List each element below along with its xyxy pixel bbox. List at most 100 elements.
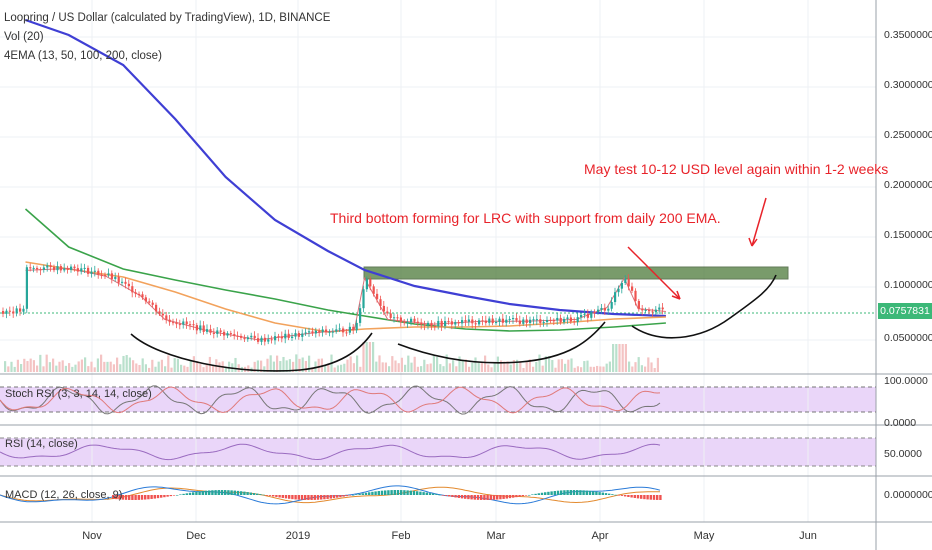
- macd-histogram-bar: [630, 495, 633, 498]
- candle-body: [250, 335, 253, 338]
- volume-bar: [327, 363, 330, 372]
- candle-body: [559, 317, 562, 323]
- candle-body: [280, 336, 283, 339]
- volume-bar: [602, 366, 605, 372]
- macd-histogram-bar: [611, 494, 614, 495]
- candle-body: [641, 308, 644, 311]
- macd-histogram-bar: [438, 494, 441, 496]
- volume-bar: [439, 364, 442, 372]
- macd-histogram-bar: [377, 491, 380, 495]
- volume-bar: [580, 367, 583, 372]
- macd-histogram-bar: [172, 495, 176, 496]
- macd-histogram-bar: [406, 490, 409, 495]
- volume-bar: [628, 361, 631, 372]
- x-tick-label: Apr: [591, 530, 609, 542]
- volume-bar: [416, 366, 419, 372]
- macd-histogram-bar: [339, 495, 342, 498]
- candle-body: [243, 337, 246, 340]
- macd-histogram-bar: [230, 490, 233, 495]
- volume-bar: [196, 361, 199, 372]
- macd-histogram-bar: [332, 495, 336, 499]
- volume-bar: [109, 361, 112, 372]
- volume-bar: [125, 355, 128, 372]
- candle-body: [410, 318, 413, 323]
- stoch-rsi-label: Stoch RSI (3, 3, 14, 14, close): [5, 388, 152, 400]
- y-tick-label: 0.1000000: [884, 279, 932, 291]
- volume-bar: [573, 367, 576, 372]
- candle-body: [471, 319, 474, 324]
- candle-body: [467, 319, 470, 322]
- volume-bar: [618, 344, 621, 372]
- volume-bar: [10, 361, 13, 372]
- volume-bar: [80, 359, 83, 372]
- candle-body: [491, 318, 494, 324]
- volume-bar: [106, 361, 109, 372]
- x-tick-label: 2019: [285, 530, 311, 542]
- volume-bar: [653, 367, 656, 372]
- volume-bar: [272, 361, 275, 372]
- volume-bar: [7, 366, 10, 372]
- candle-body: [260, 337, 263, 342]
- candle-body: [586, 313, 589, 318]
- x-tick-label: May: [693, 530, 715, 542]
- macd-histogram-bar: [524, 495, 528, 496]
- y-tick-label: 0.1500000: [884, 229, 932, 241]
- macd-histogram-bar: [579, 490, 582, 495]
- macd-histogram-bar: [646, 495, 649, 500]
- rsi-tick-label: 50.0000: [884, 448, 922, 460]
- volume-bar: [234, 357, 237, 372]
- macd-histogram-bar: [291, 495, 294, 500]
- volume-bar: [506, 361, 509, 372]
- macd-histogram-bar: [598, 492, 601, 495]
- volume-bar: [605, 363, 608, 372]
- macd-histogram-bar: [310, 495, 313, 500]
- arrow-head: [748, 237, 758, 247]
- macd-histogram-bar: [265, 495, 268, 496]
- macd-histogram-bar: [518, 495, 521, 497]
- volume-bar: [500, 360, 503, 372]
- macd-histogram-bar: [240, 491, 243, 495]
- volume-bar: [279, 361, 282, 372]
- volume-bar: [356, 355, 359, 372]
- volume-bar: [490, 367, 493, 372]
- macd-histogram-bar: [163, 495, 166, 498]
- candle-body: [141, 294, 144, 298]
- candle-body: [573, 321, 576, 323]
- macd-histogram-bar: [432, 493, 435, 495]
- macd-histogram-bar: [428, 493, 432, 495]
- macd-tick-label: 0.0000000: [884, 489, 932, 501]
- volume-bar: [74, 364, 77, 372]
- macd-histogram-bar: [528, 494, 531, 496]
- macd-histogram-bar: [316, 495, 320, 500]
- x-tick-label: Dec: [186, 530, 206, 542]
- candle-body: [100, 274, 103, 276]
- x-tick-label: Nov: [82, 530, 102, 542]
- macd-histogram-bar: [467, 495, 470, 500]
- volume-bar: [311, 367, 314, 372]
- y-tick-label: 0.3500000: [884, 29, 932, 41]
- volume-bar: [176, 358, 179, 372]
- macd-histogram-bar: [358, 493, 361, 495]
- candle-body: [359, 308, 362, 323]
- candle-body: [348, 326, 351, 333]
- volume-bar: [365, 342, 368, 372]
- volume-bar: [400, 357, 403, 372]
- candle-body: [12, 311, 15, 314]
- candle-body: [267, 339, 270, 342]
- volume-bar: [154, 366, 157, 372]
- volume-bar: [20, 364, 23, 372]
- candle-body: [25, 267, 28, 309]
- macd-histogram-bar: [323, 495, 326, 500]
- candle-body: [161, 313, 164, 316]
- volume-bar: [333, 367, 336, 372]
- candle-body: [535, 319, 538, 321]
- macd-histogram-bar: [553, 491, 556, 495]
- candle-body: [600, 307, 603, 310]
- volume-bar: [128, 357, 131, 372]
- volume-bar: [522, 367, 525, 372]
- candle-body: [151, 302, 154, 305]
- macd-histogram-bar: [284, 495, 288, 499]
- volume-bar: [170, 367, 173, 372]
- candle-body: [406, 322, 409, 324]
